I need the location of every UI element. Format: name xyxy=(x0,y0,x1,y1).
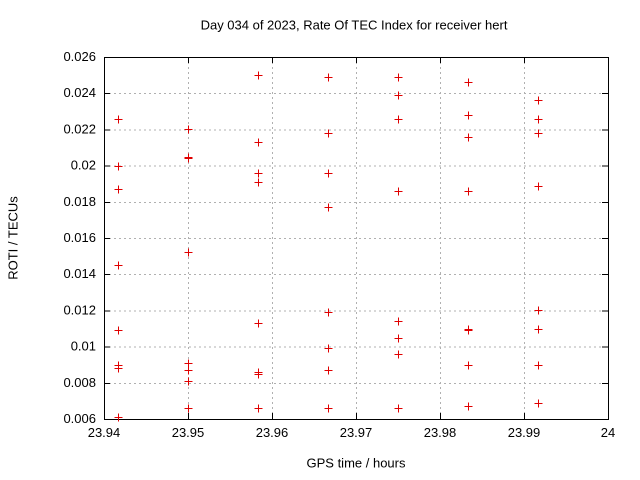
x-tick-label: 23.97 xyxy=(340,425,373,440)
x-tick-label: 24 xyxy=(601,425,615,440)
x-tick-label: 23.96 xyxy=(256,425,289,440)
x-tick-label: 23.94 xyxy=(88,425,121,440)
y-tick-label: 0.016 xyxy=(63,230,96,245)
y-tick-label: 0.022 xyxy=(63,121,96,136)
y-tick-label: 0.01 xyxy=(71,339,96,354)
y-axis-label: ROTI / TECUs xyxy=(5,196,21,280)
y-tick-label: 0.024 xyxy=(63,85,96,100)
x-tick-label: 23.98 xyxy=(424,425,457,440)
y-tick-label: 0.018 xyxy=(63,194,96,209)
x-tick-label: 23.99 xyxy=(508,425,541,440)
y-tick-label: 0.008 xyxy=(63,375,96,390)
x-axis-label: GPS time / hours xyxy=(306,455,406,471)
x-tick-label: 23.95 xyxy=(172,425,205,440)
y-tick-label: 0.026 xyxy=(63,49,96,64)
y-tick-label: 0.014 xyxy=(63,266,96,281)
chart-title: Day 034 of 2023, Rate Of TEC Index for r… xyxy=(200,17,508,33)
y-tick-label: 0.012 xyxy=(63,302,96,317)
y-tick-label: 0.006 xyxy=(63,411,96,426)
y-tick-label: 0.02 xyxy=(71,158,96,173)
